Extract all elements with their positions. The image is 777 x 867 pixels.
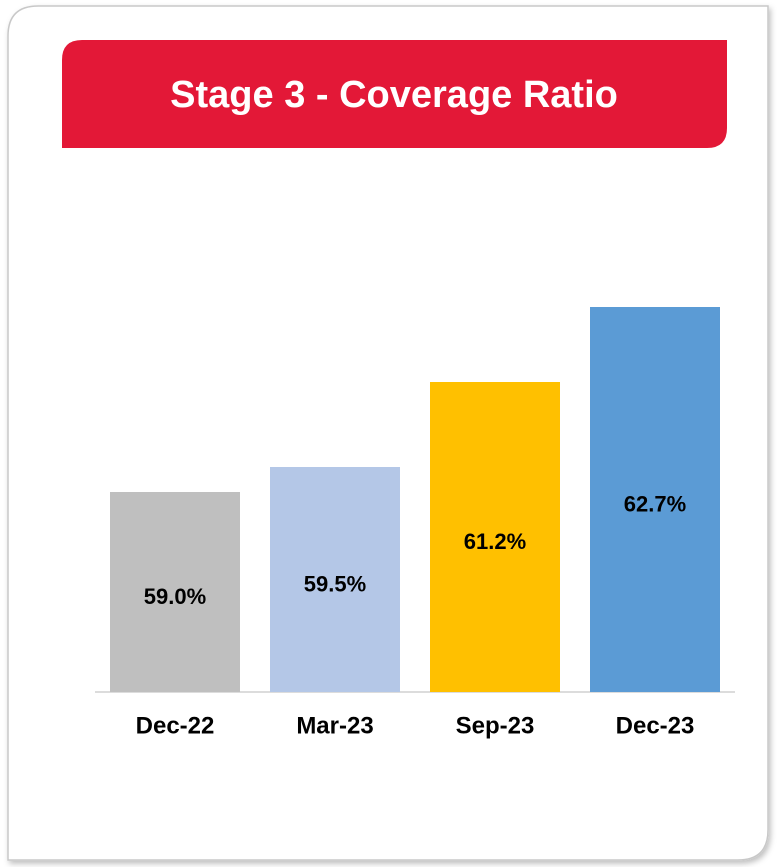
bar — [590, 307, 720, 692]
bar — [270, 467, 400, 692]
x-tick-label: Sep-23 — [456, 712, 535, 739]
bar — [110, 492, 240, 692]
chart-title: Stage 3 - Coverage Ratio — [170, 74, 618, 116]
value-label: 62.7% — [624, 491, 686, 516]
value-label: 59.5% — [304, 571, 366, 596]
x-tick-label: Dec-22 — [136, 712, 215, 739]
x-tick-label: Dec-23 — [616, 712, 695, 739]
value-label: 61.2% — [464, 529, 526, 554]
title-band — [62, 40, 727, 148]
x-tick-label: Mar-23 — [296, 712, 373, 739]
bar — [430, 382, 560, 692]
value-label: 59.0% — [144, 584, 206, 609]
